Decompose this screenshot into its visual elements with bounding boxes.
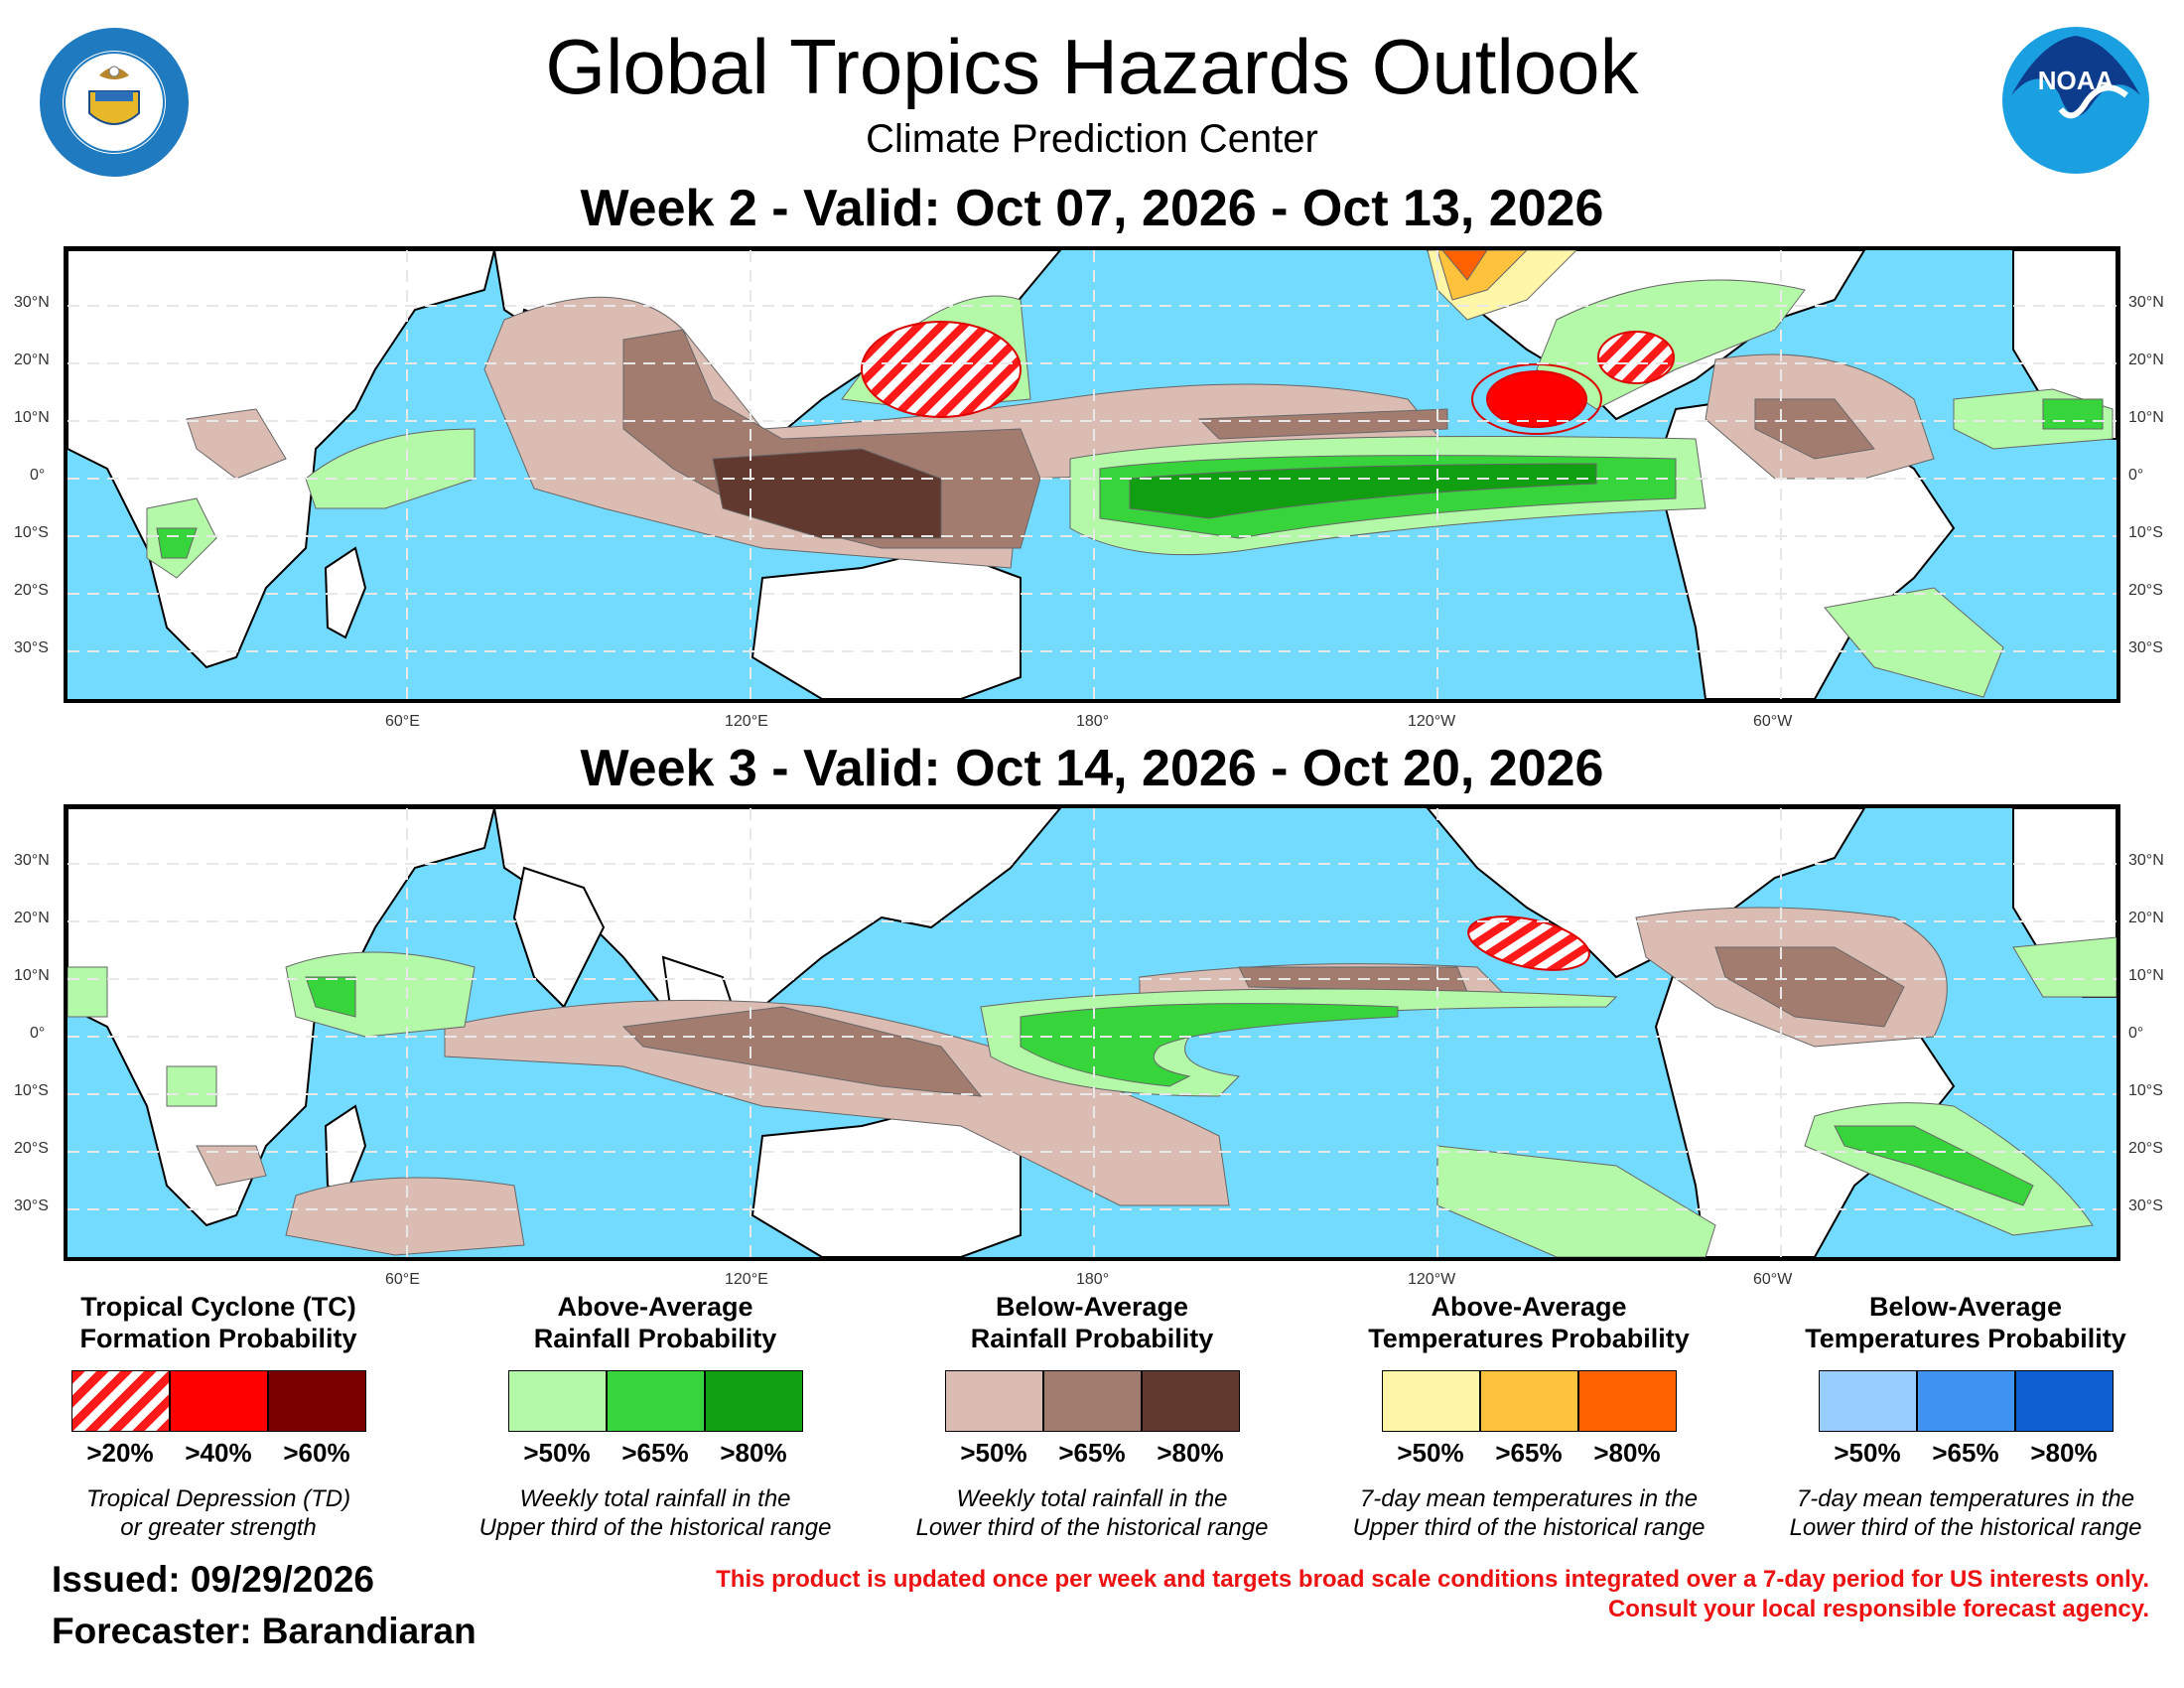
legend-title-line2: Temperatures Probability — [1368, 1324, 1690, 1353]
legend-label: >40% — [185, 1438, 252, 1468]
legend-title-line1: Above-Average — [1431, 1292, 1627, 1322]
disclaimer-line1: This product is updated once per week an… — [716, 1566, 2149, 1593]
legend-desc-line2: Lower third of the historical range — [1789, 1514, 2142, 1541]
week2-above-temperature — [1427, 250, 1577, 321]
legend-label: >65% — [621, 1438, 689, 1468]
legend-swatch — [704, 1370, 803, 1432]
legend-title-line1: Tropical Cyclone (TC) — [80, 1292, 356, 1322]
week2-below-rainfall — [186, 296, 1935, 569]
legend-title-line1: Below-Average — [995, 1292, 1189, 1322]
legend-below-temperature: Below-Average Temperatures Probability >… — [1777, 1291, 2154, 1542]
legend-title-line2: Formation Probability — [79, 1324, 357, 1353]
legend-label: >50% — [523, 1438, 591, 1468]
legend-title-line2: Rainfall Probability — [970, 1324, 1214, 1353]
legend-swatch — [1818, 1370, 1917, 1432]
legend-desc-line2: Upper third of the historical range — [478, 1514, 832, 1541]
legend-swatch — [267, 1370, 366, 1432]
legend-desc-line1: 7-day mean temperatures in the — [1796, 1485, 2135, 1512]
legend-below-rainfall: Below-Average Rainfall Probability >50% … — [903, 1291, 1281, 1542]
legend-label: >65% — [1495, 1438, 1563, 1468]
week2-map — [64, 246, 2120, 703]
legend-desc-line2: or greater strength — [120, 1514, 317, 1541]
legend-title-line1: Below-Average — [1868, 1292, 2063, 1322]
legend-swatch — [1916, 1370, 2015, 1432]
noaa-logo: NOAA — [2001, 26, 2150, 175]
legend-swatch — [606, 1370, 705, 1432]
page-title: Global Tropics Hazards Outlook — [545, 23, 1639, 110]
legend-desc-line2: Upper third of the historical range — [1352, 1514, 1706, 1541]
legend-swatch — [507, 1370, 607, 1432]
week3-tc-east-pacific — [1467, 915, 1590, 971]
legend-title-line2: Rainfall Probability — [533, 1324, 777, 1353]
legend-desc-line1: Tropical Depression (TD) — [85, 1485, 351, 1512]
legend-title-line1: Above-Average — [557, 1292, 753, 1322]
legend-desc-line2: Lower third of the historical range — [915, 1514, 1269, 1541]
legend-label: >60% — [283, 1438, 350, 1468]
week3-gridlines — [68, 808, 2116, 1257]
legend-above-rainfall: Above-Average Rainfall Probability >50% … — [467, 1291, 844, 1542]
week2-tc-gulf — [1597, 331, 1675, 384]
week2-tc-formation — [861, 321, 1675, 435]
legend-desc-line1: Weekly total rainfall in the — [956, 1485, 1228, 1512]
legend-label: >80% — [2030, 1438, 2098, 1468]
legend-tc-formation: Tropical Cyclone (TC) Formation Probabil… — [60, 1291, 377, 1542]
legend-label: >50% — [1397, 1438, 1464, 1468]
week2-tc-east-pacific — [1486, 370, 1587, 428]
legend-swatch — [1577, 1370, 1677, 1432]
legend-label: >65% — [1058, 1438, 1126, 1468]
legend-title-line2: Temperatures Probability — [1805, 1324, 2126, 1353]
week3-above-rainfall — [68, 936, 2116, 1257]
legend-swatch — [1042, 1370, 1142, 1432]
disclaimer-line2: Consult your local responsible forecast … — [1607, 1596, 2149, 1622]
week3-tc-formation — [1467, 915, 1590, 971]
legend-desc-line1: Weekly total rainfall in the — [519, 1485, 791, 1512]
issued-date: Issued: 09/29/2026 — [52, 1559, 374, 1600]
legend-label: >65% — [1932, 1438, 1999, 1468]
forecaster-name: Forecaster: Barandiaran — [52, 1611, 477, 1651]
legend-swatch — [2014, 1370, 2114, 1432]
legend-swatch — [1141, 1370, 1240, 1432]
svg-text:NOAA: NOAA — [2038, 66, 2115, 95]
legend-label: >50% — [960, 1438, 1027, 1468]
week2-title: Week 2 - Valid: Oct 07, 2026 - Oct 13, 2… — [580, 180, 1604, 237]
legend-swatch — [169, 1370, 268, 1432]
week2-above-rainfall — [146, 279, 2114, 698]
week3-below-rainfall — [196, 907, 1948, 1256]
commerce-seal-logo — [38, 26, 191, 179]
legend-label: >80% — [1593, 1438, 1661, 1468]
legend-label: >20% — [86, 1438, 154, 1468]
week2-tc-west-pacific — [861, 321, 1022, 418]
legend-label: >80% — [1157, 1438, 1224, 1468]
week3-title: Week 3 - Valid: Oct 14, 2026 - Oct 20, 2… — [580, 740, 1604, 797]
page-subtitle: Climate Prediction Center — [866, 117, 1318, 161]
legend-above-temperature: Above-Average Temperatures Probability >… — [1340, 1291, 1717, 1542]
legend-swatch — [1479, 1370, 1578, 1432]
legend-label: >80% — [720, 1438, 787, 1468]
legend-swatch — [70, 1370, 170, 1432]
legend-label: >50% — [1834, 1438, 1901, 1468]
week2-gridlines — [68, 250, 2116, 699]
legend-swatch — [1381, 1370, 1480, 1432]
week3-map — [64, 804, 2120, 1261]
legend-swatch — [944, 1370, 1043, 1432]
legend-desc-line1: 7-day mean temperatures in the — [1359, 1485, 1699, 1512]
